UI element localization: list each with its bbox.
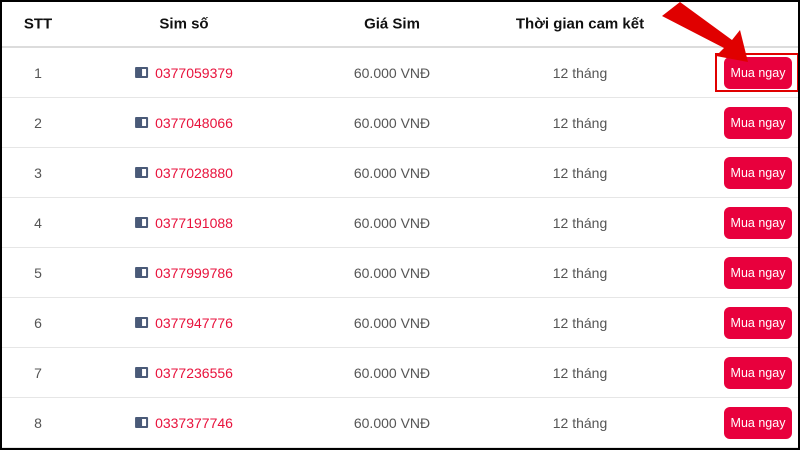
header-stt: STT [23,15,53,33]
buy-now-button[interactable]: Mua ngay [724,157,792,189]
sim-number-link[interactable]: 0377999786 [155,264,233,281]
price-cell: 60.000 VNĐ [353,64,431,81]
sim-number-link[interactable]: 0377236556 [155,364,233,381]
stt-cell: 6 [34,314,42,331]
table-row: 2 0377048066 60.000 VNĐ 12 tháng Mua nga… [2,98,798,148]
sim-cell[interactable]: 0377999786 [135,265,233,281]
sim-cell[interactable]: 0377059379 [135,65,233,81]
header-sim: Sim số [159,15,209,33]
sim-number-link[interactable]: 0377947776 [155,314,233,331]
term-cell: 12 tháng [552,364,608,381]
term-cell: 12 tháng [552,164,608,181]
header-price: Giá Sim [364,15,420,33]
stt-cell: 1 [34,64,42,81]
sim-cell[interactable]: 0337377746 [135,415,233,431]
sim-number-link[interactable]: 0377028880 [155,164,233,181]
stt-cell: 4 [34,214,42,231]
term-cell: 12 tháng [552,264,608,281]
term-cell: 12 tháng [552,214,608,231]
table-row: 8 0337377746 60.000 VNĐ 12 tháng Mua nga… [2,398,798,448]
sim-cell[interactable]: 0377236556 [135,365,233,381]
buy-now-button[interactable]: Mua ngay [724,207,792,239]
price-cell: 60.000 VNĐ [353,114,431,131]
buy-now-button[interactable]: Mua ngay [724,307,792,339]
stt-cell: 2 [34,114,42,131]
price-cell: 60.000 VNĐ [353,264,431,281]
sim-number-link[interactable]: 0377191088 [155,214,233,231]
term-cell: 12 tháng [552,314,608,331]
sim-card-icon [135,67,149,78]
stt-cell: 7 [34,364,42,381]
table-header: STT Sim số Giá Sim Thời gian cam kết [2,2,798,48]
buy-now-button[interactable]: Mua ngay [724,57,792,89]
sim-cell[interactable]: 0377028880 [135,165,233,181]
stt-cell: 3 [34,164,42,181]
table-row: 7 0377236556 60.000 VNĐ 12 tháng Mua nga… [2,348,798,398]
table-row: 6 0377947776 60.000 VNĐ 12 tháng Mua nga… [2,298,798,348]
sim-cell[interactable]: 0377191088 [135,215,233,231]
sim-cell[interactable]: 0377947776 [135,315,233,331]
term-cell: 12 tháng [552,414,608,431]
sim-number-link[interactable]: 0337377746 [155,414,233,431]
highlight-box [715,53,798,92]
sim-cell[interactable]: 0377048066 [135,115,233,131]
table-row: 5 0377999786 60.000 VNĐ 12 tháng Mua nga… [2,248,798,298]
price-cell: 60.000 VNĐ [353,314,431,331]
table-row: 3 0377028880 60.000 VNĐ 12 tháng Mua nga… [2,148,798,198]
sim-card-icon [135,417,149,428]
price-cell: 60.000 VNĐ [353,214,431,231]
stt-cell: 5 [34,264,42,281]
sim-card-icon [135,117,149,128]
price-cell: 60.000 VNĐ [353,164,431,181]
price-cell: 60.000 VNĐ [353,364,431,381]
buy-now-button[interactable]: Mua ngay [724,257,792,289]
term-cell: 12 tháng [552,114,608,131]
sim-card-icon [135,217,149,228]
sim-card-icon [135,267,149,278]
price-cell: 60.000 VNĐ [353,414,431,431]
stt-cell: 8 [34,414,42,431]
term-cell: 12 tháng [552,64,608,81]
sim-card-icon [135,367,149,378]
table-row: 4 0377191088 60.000 VNĐ 12 tháng Mua nga… [2,198,798,248]
buy-now-button[interactable]: Mua ngay [724,357,792,389]
header-term: Thời gian cam kết [515,15,645,33]
sim-card-icon [135,167,149,178]
buy-now-button[interactable]: Mua ngay [724,107,792,139]
buy-now-button[interactable]: Mua ngay [724,407,792,439]
sim-card-icon [135,317,149,328]
table-row: 1 0377059379 60.000 VNĐ 12 tháng Mua nga… [2,48,798,98]
sim-number-link[interactable]: 0377059379 [155,64,233,81]
sim-number-link[interactable]: 0377048066 [155,114,233,131]
